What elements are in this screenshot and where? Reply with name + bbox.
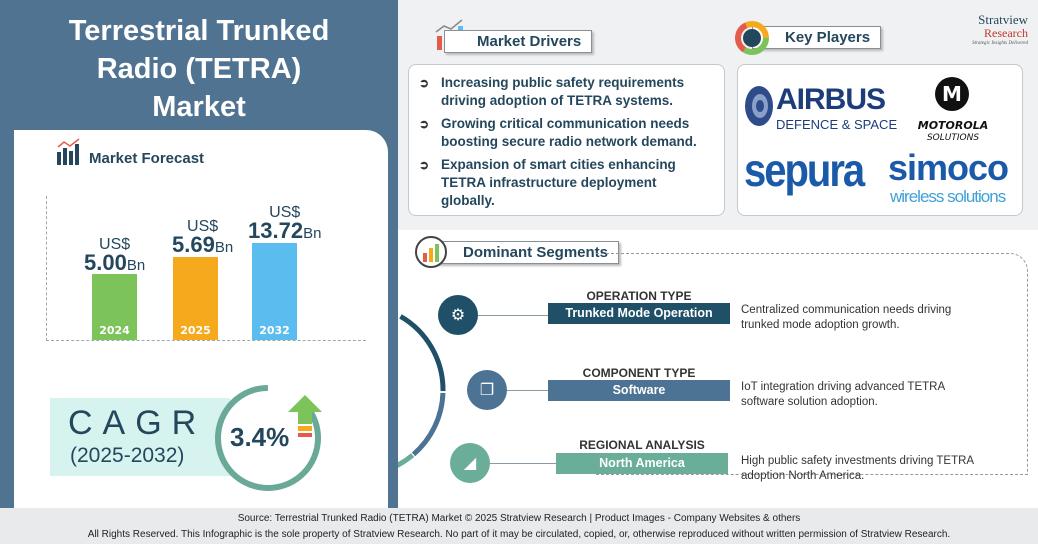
arrow-bullet-icon: ➲ — [419, 117, 430, 131]
segment-desc: Centralized communication needs driving t… — [741, 303, 951, 333]
logo-line1: Stratview — [978, 12, 1028, 27]
segment-desc: High public safety investments driving T… — [741, 454, 974, 484]
driver-item: ➲ Expansion of smart cities enhancing TETR… — [419, 156, 676, 210]
bar-2032: 2032 — [252, 243, 297, 340]
desc-line: trunked mode adoption growth. — [741, 319, 900, 331]
driver-text: driving adoption of TETRA systems. — [441, 93, 674, 108]
segment-category: OPERATION TYPE — [586, 289, 692, 303]
motorola-sub: SOLUTIONS — [926, 133, 980, 143]
segment-label: North America — [556, 453, 728, 474]
title-line: Terrestrial Trunked — [68, 15, 330, 47]
bar-year: 2032 — [259, 324, 290, 337]
driver-item: ➲ Growing critical communication needs boo… — [419, 115, 697, 151]
sepura-logo: sepura — [744, 145, 865, 197]
up-arrow-icon — [288, 395, 322, 424]
pie-chart-icon — [735, 21, 769, 55]
currency: US$ — [269, 204, 301, 221]
title-line: Radio (TETRA) — [96, 53, 302, 85]
bar-2024: 2024 — [92, 274, 137, 340]
bars: 2024 2025 2032 US$ 5.00Bn US$ 5.69Bn US$ 13… — [14, 130, 388, 340]
title-line: Market — [152, 91, 246, 123]
driver-text: TETRA infrastructure deployment — [441, 175, 657, 190]
value-label-2024: US$ 5.00Bn — [84, 236, 145, 275]
segment-desc: IoT integration driving advanced TETRA so… — [741, 380, 945, 410]
cagr-period: (2025-2032) — [70, 444, 185, 467]
value: 13.72 — [248, 218, 304, 243]
drivers-heading-text: Market Drivers — [477, 33, 582, 50]
segment-category: REGIONAL ANALYSIS — [579, 438, 705, 452]
desc-line: High public safety investments driving T… — [741, 455, 975, 467]
connector-line — [478, 315, 548, 316]
segment-label: Software — [548, 380, 730, 401]
bar-year: 2024 — [99, 324, 130, 337]
bar-chart-icon — [57, 138, 80, 165]
value-label-2032: US$ 13.72Bn — [248, 204, 321, 243]
currency: US$ — [187, 218, 219, 235]
cagr-ring — [215, 385, 322, 491]
segments-heading: Dominant Segments — [430, 241, 620, 264]
desc-line: IoT integration driving advanced TETRA — [741, 381, 946, 393]
bar-year: 2025 — [180, 324, 211, 337]
unit: Bn — [126, 257, 146, 274]
cagr-value: 3.4% — [230, 422, 290, 452]
logo-tagline: Strategic Insights Delivered — [972, 41, 1028, 46]
unit: Bn — [214, 239, 234, 256]
simoco-sub: wireless solutions — [890, 187, 1006, 206]
y-axis — [46, 196, 47, 341]
forecast-heading: Market Forecast — [89, 150, 205, 167]
currency: US$ — [99, 236, 131, 253]
desc-line: Centralized communication needs driving — [741, 304, 952, 316]
segment-label: Trunked Mode Operation — [548, 303, 730, 324]
airbus-sub: DEFENCE & SPACE — [776, 117, 898, 132]
x-axis — [46, 340, 366, 341]
forecast-card: Market Forecast 2024 2025 2032 US$ 5.00Bn… — [14, 130, 388, 508]
north-america-map-icon: ◢ — [450, 443, 490, 483]
value: 5.69 — [172, 232, 215, 257]
segments-arc — [398, 302, 446, 478]
unit: Bn — [303, 225, 322, 242]
value: 5.00 — [84, 250, 127, 275]
bar-2025: 2025 — [173, 257, 218, 340]
footer-source: Source: Terrestrial Trunked Radio (TETRA… — [237, 513, 801, 524]
segments-heading-text: Dominant Segments — [463, 244, 609, 261]
software-layers-icon: ❐ — [467, 370, 507, 410]
players-heading: Key Players — [752, 26, 882, 49]
value-label-2025: US$ 5.69Bn — [172, 218, 233, 257]
segments-frame — [596, 253, 1028, 475]
players-panel: AIRBUS DEFENCE & SPACE M MOTOROLA SOLUTI… — [737, 64, 1023, 216]
drivers-heading: Market Drivers — [444, 30, 593, 53]
desc-line: adoption North America. — [741, 470, 865, 482]
driver-text: Increasing public safety requirements — [441, 75, 685, 90]
simoco-logo: simoco — [888, 147, 1009, 188]
connector-line — [490, 463, 556, 464]
cagr-label: CAGR — [68, 404, 207, 442]
driver-item: ➲ Increasing public safety requirements dr… — [419, 74, 684, 110]
driver-text: Expansion of smart cities enhancing — [441, 157, 676, 172]
airbus-swirl-icon — [745, 86, 773, 126]
driver-text: boosting secure radio network demand. — [441, 134, 697, 149]
logo-line2: Research — [984, 26, 1028, 40]
segment-category: COMPONENT TYPE — [582, 366, 696, 380]
motorola-logo: MOTOROLA — [917, 119, 989, 132]
desc-line: software solution adoption. — [741, 396, 878, 408]
driver-text: globally. — [441, 193, 495, 208]
settings-window-icon: ⚙ — [438, 295, 478, 335]
arrow-bullet-icon: ➲ — [419, 76, 430, 90]
airbus-logo: AIRBUS — [776, 83, 886, 116]
arrow-bullet-icon: ➲ — [419, 158, 430, 172]
page-title: Terrestrial Trunked Radio (TETRA) Market — [0, 12, 398, 126]
rising-bars-icon — [415, 236, 447, 268]
drivers-panel: ➲ Increasing public safety requirements dr… — [408, 64, 725, 216]
players-heading-text: Key Players — [785, 29, 871, 46]
cagr-box: CAGR (2025-2032) — [50, 398, 230, 476]
stratview-logo: Stratview Research Strategic Insights De… — [918, 12, 1028, 46]
motorola-m-icon: M — [935, 77, 969, 111]
connector-line — [507, 390, 548, 391]
driver-text: Growing critical communication needs — [441, 116, 690, 131]
footer: Source: Terrestrial Trunked Radio (TETRA… — [0, 508, 1038, 544]
footer-rights: All Rights Reserved. This Infographic is… — [87, 529, 951, 540]
